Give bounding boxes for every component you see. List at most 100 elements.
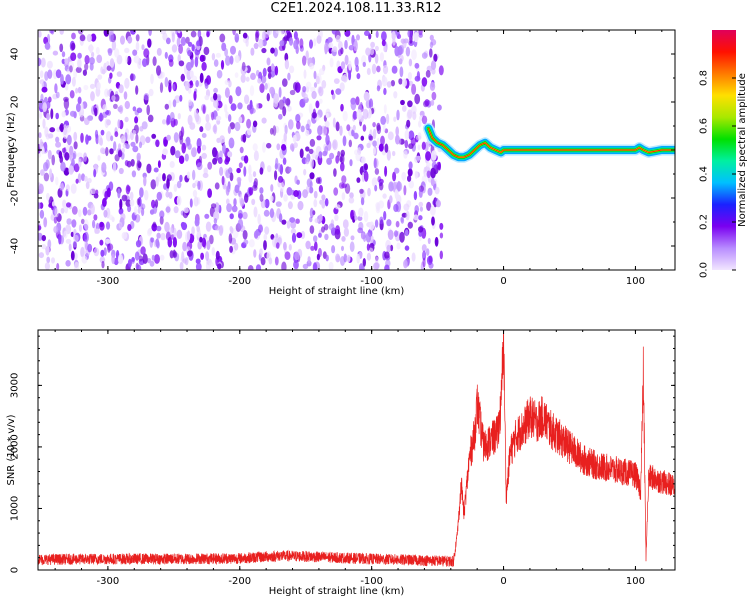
noise-blob xyxy=(225,169,231,179)
noise-blob xyxy=(341,245,344,252)
noise-blob xyxy=(155,238,160,248)
noise-blob xyxy=(309,172,315,180)
noise-blob xyxy=(142,253,148,264)
noise-blob xyxy=(155,176,159,187)
noise-blob xyxy=(383,210,387,221)
snr-frame xyxy=(37,329,676,571)
noise-blob xyxy=(350,100,357,111)
noise-blob xyxy=(111,216,115,223)
noise-blob xyxy=(350,235,355,241)
noise-blob xyxy=(39,209,45,219)
noise-blob xyxy=(289,65,295,74)
noise-blob xyxy=(94,107,98,117)
noise-blob xyxy=(348,70,352,81)
noise-blob xyxy=(38,30,42,38)
noise-blob xyxy=(282,157,287,165)
noise-blob xyxy=(425,151,432,161)
noise-blob xyxy=(293,142,298,149)
noise-blob xyxy=(433,53,438,63)
noise-blob xyxy=(182,258,187,264)
noise-blob xyxy=(430,99,435,106)
noise-blob xyxy=(142,58,148,67)
noise-blob xyxy=(176,229,183,239)
noise-blob xyxy=(353,132,359,140)
noise-blob xyxy=(165,37,171,45)
noise-blob xyxy=(55,91,60,99)
noise-blob xyxy=(43,172,50,182)
noise-blob xyxy=(259,167,264,175)
noise-blob xyxy=(235,86,242,97)
noise-blob xyxy=(242,230,248,240)
noise-blob xyxy=(118,104,124,114)
noise-blob xyxy=(205,221,212,232)
noise-blob xyxy=(47,133,54,139)
noise-blob xyxy=(68,165,74,175)
noise-blob xyxy=(121,194,128,202)
noise-blob xyxy=(83,117,90,126)
noise-blob xyxy=(382,193,387,199)
noise-blob xyxy=(178,155,185,164)
noise-blob xyxy=(414,205,420,214)
noise-blob xyxy=(104,238,111,244)
noise-blob xyxy=(240,74,246,83)
spectrogram-ytick-label: -40 xyxy=(10,238,21,254)
noise-blob xyxy=(296,232,303,239)
noise-blob xyxy=(250,72,256,80)
noise-blob xyxy=(207,188,213,198)
noise-blob xyxy=(143,175,147,187)
noise-blob xyxy=(176,180,182,189)
noise-blob xyxy=(38,232,43,241)
noise-blob xyxy=(191,226,195,235)
noise-blob xyxy=(379,52,384,62)
noise-blob xyxy=(231,205,238,213)
noise-blob xyxy=(276,143,281,151)
noise-blob xyxy=(42,102,48,113)
noise-blob xyxy=(138,255,143,262)
noise-blob xyxy=(162,119,167,125)
noise-blob xyxy=(337,150,341,158)
noise-blob xyxy=(356,177,361,183)
noise-blob xyxy=(253,206,258,218)
noise-blob xyxy=(46,60,53,69)
noise-blob xyxy=(224,48,229,57)
noise-blob xyxy=(369,221,375,231)
noise-blob xyxy=(302,86,307,93)
noise-blob xyxy=(132,129,137,135)
noise-blob xyxy=(156,191,162,201)
noise-blob xyxy=(83,84,89,91)
noise-blob xyxy=(71,219,77,228)
noise-blob xyxy=(84,63,89,71)
noise-blob xyxy=(365,47,371,56)
noise-blob xyxy=(156,65,161,76)
noise-blob xyxy=(305,158,310,165)
noise-blob xyxy=(208,261,214,268)
noise-blob xyxy=(46,112,50,121)
noise-blob xyxy=(369,47,375,56)
noise-blob xyxy=(410,137,416,146)
noise-blob xyxy=(217,263,222,270)
noise-blob xyxy=(220,60,225,70)
noise-blob xyxy=(76,103,81,113)
noise-blob xyxy=(387,131,394,141)
noise-blob xyxy=(232,30,236,36)
noise-blob xyxy=(197,145,201,154)
noise-blob xyxy=(228,137,235,149)
noise-blob xyxy=(368,98,374,110)
noise-blob xyxy=(181,142,186,154)
noise-blob xyxy=(151,199,156,209)
noise-blob xyxy=(278,44,285,52)
noise-blob xyxy=(293,39,299,50)
noise-blob xyxy=(317,125,323,136)
noise-blob xyxy=(375,256,379,265)
noise-blob xyxy=(127,224,132,231)
noise-blob xyxy=(355,152,362,162)
noise-blob xyxy=(51,257,55,264)
noise-blob xyxy=(102,197,107,207)
noise-blob xyxy=(403,185,407,196)
noise-blob xyxy=(77,86,82,94)
noise-blob xyxy=(83,219,89,231)
noise-blob xyxy=(206,75,211,85)
noise-blob xyxy=(400,216,404,223)
noise-blob xyxy=(147,38,152,48)
noise-blob xyxy=(41,244,47,250)
